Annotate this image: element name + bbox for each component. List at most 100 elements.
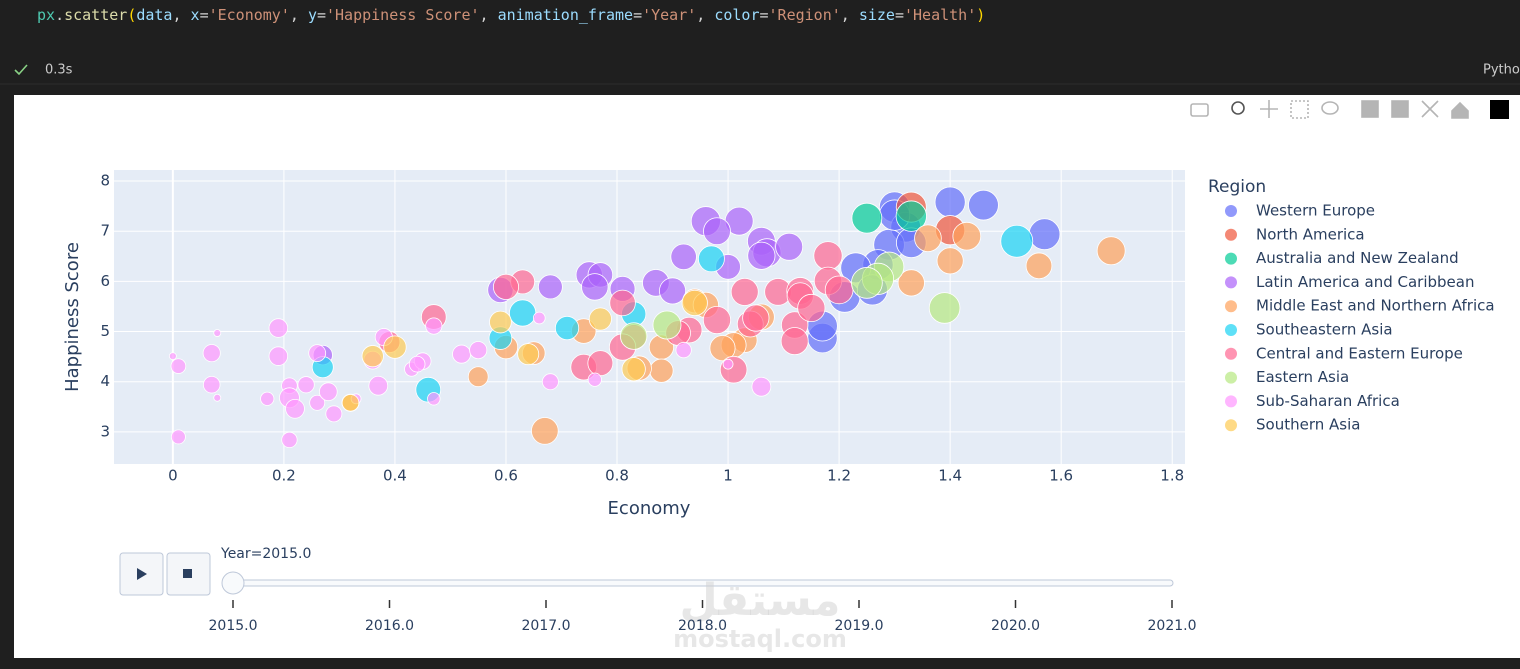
legend-item[interactable]: Central and Eastern Europe <box>1225 344 1463 362</box>
code-token: ( <box>127 6 136 24</box>
y-axis-title: Happiness Score <box>62 242 83 392</box>
legend-item[interactable]: Sub-Saharan Africa <box>1225 392 1400 410</box>
bubble <box>703 217 731 246</box>
code-token: 'Year' <box>642 6 696 24</box>
legend-label: Middle East and Northern Africa <box>1256 297 1495 315</box>
bubble <box>936 247 964 275</box>
bubble <box>469 341 488 360</box>
code-token: , <box>696 6 714 24</box>
bubble <box>532 311 546 325</box>
bubble <box>268 346 289 366</box>
code-token: 'Economy' <box>209 6 290 24</box>
legend-item[interactable]: North America <box>1225 225 1365 243</box>
bubble <box>652 310 682 340</box>
y-tick-label: 6 <box>100 272 110 290</box>
bubble <box>742 304 770 332</box>
plotly-logo[interactable] <box>1490 100 1509 119</box>
bubble <box>775 232 804 261</box>
legend-item[interactable]: Southeastern Asia <box>1225 321 1393 339</box>
code-token: 'Region' <box>769 6 841 24</box>
bubble <box>309 394 326 411</box>
bubble <box>824 275 854 305</box>
slider-handle[interactable] <box>221 571 245 595</box>
kernel-label[interactable]: Pytho <box>1483 63 1520 78</box>
legend-label: Australia and New Zealand <box>1256 249 1459 267</box>
bubble <box>928 292 961 324</box>
legend-item[interactable]: Eastern Asia <box>1225 368 1349 386</box>
bubble <box>213 329 222 337</box>
x-tick-label: 1 <box>723 467 733 485</box>
bubble <box>952 221 982 251</box>
watermark-site: mostaql.com <box>673 625 847 653</box>
legend-marker <box>1225 395 1237 408</box>
legend-item[interactable]: Middle East and Northern Africa <box>1225 297 1495 315</box>
x-tick-label: 0.6 <box>494 467 518 485</box>
bubble <box>619 322 648 350</box>
bubble <box>851 202 883 234</box>
bubble <box>1028 218 1061 251</box>
zoom-out-icon[interactable] <box>1391 100 1409 118</box>
legend-label: Latin America and Caribbean <box>1256 273 1474 291</box>
series <box>341 289 708 412</box>
bubble <box>1000 224 1034 258</box>
legend-item[interactable]: Latin America and Caribbean <box>1225 273 1474 291</box>
select-icon[interactable] <box>1290 100 1309 119</box>
bubble <box>797 293 826 323</box>
bubble <box>202 344 221 363</box>
pan-icon[interactable] <box>1260 100 1278 118</box>
bubble <box>554 315 580 341</box>
legend-item[interactable]: Australia and New Zealand <box>1225 249 1459 267</box>
stop-icon <box>183 569 192 578</box>
code-token: , <box>290 6 308 24</box>
code-token: = <box>200 6 209 24</box>
bubble <box>747 241 776 270</box>
bubble <box>681 289 708 317</box>
bubble <box>675 341 692 359</box>
legend-item[interactable]: Western Europe <box>1225 202 1375 220</box>
slider-tick-label: 2016.0 <box>365 618 414 634</box>
bubble <box>452 344 472 364</box>
legend-item[interactable]: Southern Asia <box>1225 416 1360 434</box>
bubble <box>281 431 298 449</box>
series <box>619 251 961 350</box>
bubble <box>427 392 441 406</box>
bubble <box>730 277 759 306</box>
bubble <box>1096 236 1126 266</box>
bubble <box>425 317 443 335</box>
code-token: = <box>317 6 326 24</box>
x-tick-label: 1.4 <box>938 467 962 485</box>
legend-marker <box>1225 324 1237 336</box>
y-tick-label: 5 <box>100 322 110 340</box>
bubble <box>492 273 519 300</box>
camera-icon[interactable] <box>1190 103 1209 117</box>
bubble <box>361 345 384 368</box>
bubble <box>895 200 927 232</box>
x-tick-label: 1.2 <box>827 467 851 485</box>
zoom-icon[interactable] <box>1231 101 1245 115</box>
bubble <box>467 366 489 388</box>
code-token: animation_frame <box>498 6 633 24</box>
success-icon <box>14 64 28 76</box>
legend-label: Southeastern Asia <box>1256 321 1393 339</box>
lasso-icon[interactable] <box>1321 101 1339 115</box>
bubble <box>531 417 559 445</box>
bubble <box>780 327 809 356</box>
y-tick-label: 7 <box>100 222 110 240</box>
x-tick-label: 1.6 <box>1049 467 1073 485</box>
play-icon <box>137 568 147 580</box>
slider-tick-label: 2019.0 <box>835 618 884 634</box>
legend-label: Eastern Asia <box>1256 368 1349 386</box>
legend-title: Region <box>1208 177 1266 197</box>
code-token: x <box>191 6 200 24</box>
bubble <box>202 375 221 394</box>
slider-tick-label: 2020.0 <box>991 618 1040 634</box>
zoom-in-icon[interactable] <box>1361 100 1379 118</box>
autoscale-icon[interactable] <box>1421 100 1439 118</box>
code-token: color <box>714 6 759 24</box>
legend-marker <box>1225 252 1237 265</box>
code-token: px <box>37 6 55 24</box>
plot-area <box>114 170 1185 464</box>
modebar <box>1190 100 1509 119</box>
reset-icon[interactable] <box>1451 101 1469 119</box>
bubble <box>297 376 315 394</box>
